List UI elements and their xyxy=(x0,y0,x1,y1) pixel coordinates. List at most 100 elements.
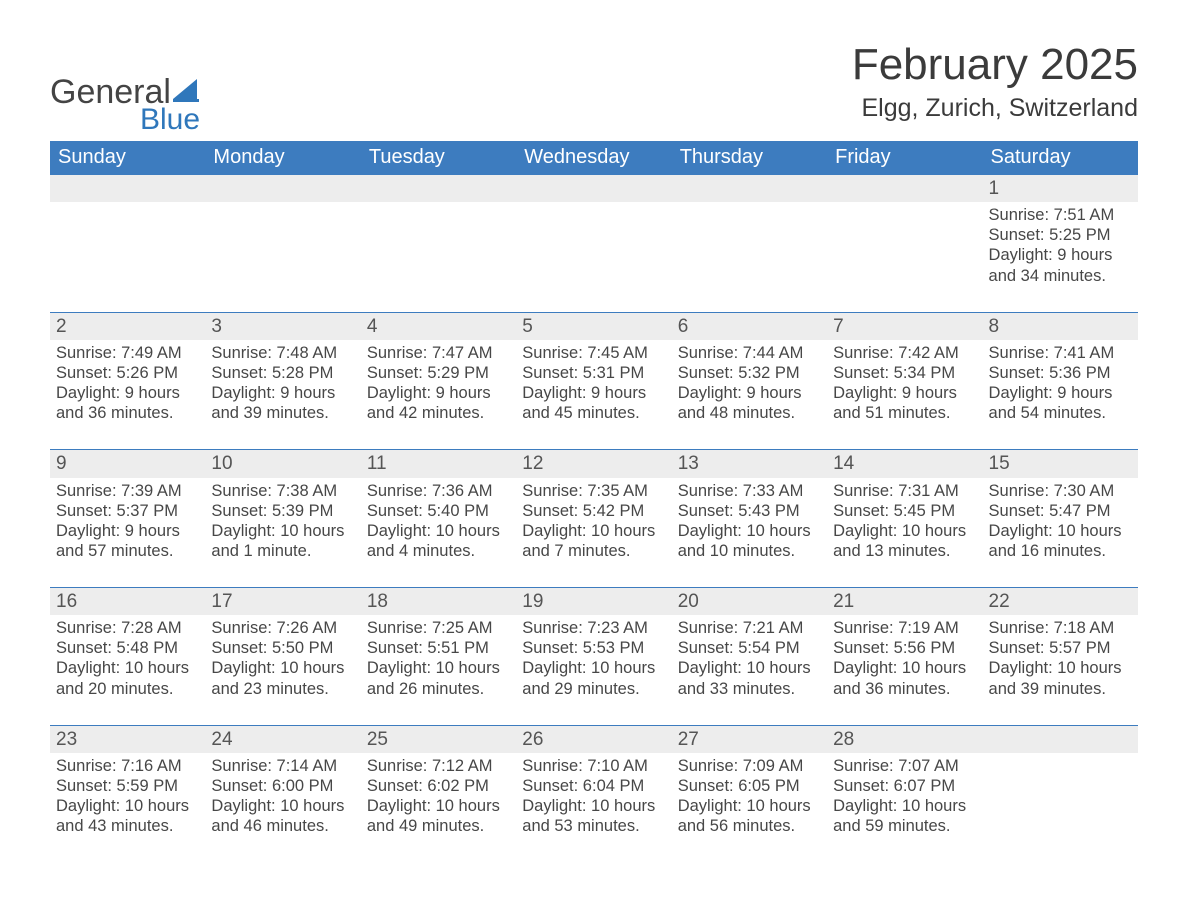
day-body xyxy=(516,202,671,205)
day-body: Sunrise: 7:48 AMSunset: 5:28 PMDaylight:… xyxy=(205,340,360,424)
day-number: 3 xyxy=(205,313,360,340)
day-body: Sunrise: 7:39 AMSunset: 5:37 PMDaylight:… xyxy=(50,478,205,562)
weekday-label: Sunday xyxy=(50,141,205,175)
weekday-label: Monday xyxy=(205,141,360,175)
sunset-text: Sunset: 5:57 PM xyxy=(989,638,1132,658)
daylight-text: Daylight: 10 hours and 46 minutes. xyxy=(211,796,354,836)
day-number: 26 xyxy=(516,726,671,753)
sunset-text: Sunset: 5:50 PM xyxy=(211,638,354,658)
calendar-day xyxy=(827,175,982,312)
day-number xyxy=(672,175,827,202)
day-number xyxy=(516,175,671,202)
sunrise-text: Sunrise: 7:26 AM xyxy=(211,618,354,638)
sunset-text: Sunset: 6:04 PM xyxy=(522,776,665,796)
calendar-day: 3Sunrise: 7:48 AMSunset: 5:28 PMDaylight… xyxy=(205,313,360,450)
sunrise-text: Sunrise: 7:14 AM xyxy=(211,756,354,776)
calendar-day: 5Sunrise: 7:45 AMSunset: 5:31 PMDaylight… xyxy=(516,313,671,450)
calendar-day xyxy=(516,175,671,312)
daylight-text: Daylight: 9 hours and 39 minutes. xyxy=(211,383,354,423)
sunset-text: Sunset: 5:34 PM xyxy=(833,363,976,383)
daylight-text: Daylight: 9 hours and 36 minutes. xyxy=(56,383,199,423)
day-number: 2 xyxy=(50,313,205,340)
day-body: Sunrise: 7:21 AMSunset: 5:54 PMDaylight:… xyxy=(672,615,827,699)
day-number: 7 xyxy=(827,313,982,340)
sunrise-text: Sunrise: 7:44 AM xyxy=(678,343,821,363)
sunrise-text: Sunrise: 7:39 AM xyxy=(56,481,199,501)
sunset-text: Sunset: 6:05 PM xyxy=(678,776,821,796)
calendar-week: 2Sunrise: 7:49 AMSunset: 5:26 PMDaylight… xyxy=(50,312,1138,450)
day-number xyxy=(50,175,205,202)
calendar-day: 15Sunrise: 7:30 AMSunset: 5:47 PMDayligh… xyxy=(983,450,1138,587)
sunrise-text: Sunrise: 7:10 AM xyxy=(522,756,665,776)
calendar-day: 26Sunrise: 7:10 AMSunset: 6:04 PMDayligh… xyxy=(516,726,671,863)
sunset-text: Sunset: 5:43 PM xyxy=(678,501,821,521)
sunrise-text: Sunrise: 7:23 AM xyxy=(522,618,665,638)
calendar-week: 23Sunrise: 7:16 AMSunset: 5:59 PMDayligh… xyxy=(50,725,1138,863)
day-number: 1 xyxy=(983,175,1138,202)
logo-word-2: Blue xyxy=(140,105,203,135)
day-body xyxy=(672,202,827,205)
sunrise-text: Sunrise: 7:25 AM xyxy=(367,618,510,638)
sunrise-text: Sunrise: 7:07 AM xyxy=(833,756,976,776)
day-body: Sunrise: 7:28 AMSunset: 5:48 PMDaylight:… xyxy=(50,615,205,699)
sunrise-text: Sunrise: 7:30 AM xyxy=(989,481,1132,501)
calendar-day: 28Sunrise: 7:07 AMSunset: 6:07 PMDayligh… xyxy=(827,726,982,863)
sunset-text: Sunset: 5:26 PM xyxy=(56,363,199,383)
daylight-text: Daylight: 10 hours and 59 minutes. xyxy=(833,796,976,836)
daylight-text: Daylight: 9 hours and 54 minutes. xyxy=(989,383,1132,423)
sunrise-text: Sunrise: 7:19 AM xyxy=(833,618,976,638)
calendar-day: 2Sunrise: 7:49 AMSunset: 5:26 PMDaylight… xyxy=(50,313,205,450)
day-number: 8 xyxy=(983,313,1138,340)
header: General Blue February 2025 Elgg, Zurich,… xyxy=(50,40,1138,135)
calendar-day: 7Sunrise: 7:42 AMSunset: 5:34 PMDaylight… xyxy=(827,313,982,450)
day-body xyxy=(205,202,360,205)
calendar-day: 1Sunrise: 7:51 AMSunset: 5:25 PMDaylight… xyxy=(983,175,1138,312)
day-body: Sunrise: 7:10 AMSunset: 6:04 PMDaylight:… xyxy=(516,753,671,837)
day-body: Sunrise: 7:47 AMSunset: 5:29 PMDaylight:… xyxy=(361,340,516,424)
day-number: 19 xyxy=(516,588,671,615)
sunrise-text: Sunrise: 7:09 AM xyxy=(678,756,821,776)
daylight-text: Daylight: 9 hours and 42 minutes. xyxy=(367,383,510,423)
weekday-label: Tuesday xyxy=(361,141,516,175)
sunset-text: Sunset: 6:02 PM xyxy=(367,776,510,796)
calendar-day: 17Sunrise: 7:26 AMSunset: 5:50 PMDayligh… xyxy=(205,588,360,725)
day-body: Sunrise: 7:18 AMSunset: 5:57 PMDaylight:… xyxy=(983,615,1138,699)
sunrise-text: Sunrise: 7:36 AM xyxy=(367,481,510,501)
calendar-day: 14Sunrise: 7:31 AMSunset: 5:45 PMDayligh… xyxy=(827,450,982,587)
daylight-text: Daylight: 10 hours and 1 minute. xyxy=(211,521,354,561)
day-body: Sunrise: 7:30 AMSunset: 5:47 PMDaylight:… xyxy=(983,478,1138,562)
calendar-day: 27Sunrise: 7:09 AMSunset: 6:05 PMDayligh… xyxy=(672,726,827,863)
day-number: 13 xyxy=(672,450,827,477)
weekday-label: Wednesday xyxy=(516,141,671,175)
day-number: 21 xyxy=(827,588,982,615)
day-number xyxy=(827,175,982,202)
day-body: Sunrise: 7:25 AMSunset: 5:51 PMDaylight:… xyxy=(361,615,516,699)
sunset-text: Sunset: 5:40 PM xyxy=(367,501,510,521)
calendar-day: 16Sunrise: 7:28 AMSunset: 5:48 PMDayligh… xyxy=(50,588,205,725)
day-body: Sunrise: 7:19 AMSunset: 5:56 PMDaylight:… xyxy=(827,615,982,699)
day-body: Sunrise: 7:36 AMSunset: 5:40 PMDaylight:… xyxy=(361,478,516,562)
daylight-text: Daylight: 10 hours and 29 minutes. xyxy=(522,658,665,698)
sunrise-text: Sunrise: 7:38 AM xyxy=(211,481,354,501)
sunrise-text: Sunrise: 7:35 AM xyxy=(522,481,665,501)
calendar-day xyxy=(983,726,1138,863)
day-number: 23 xyxy=(50,726,205,753)
sunset-text: Sunset: 6:00 PM xyxy=(211,776,354,796)
sunrise-text: Sunrise: 7:21 AM xyxy=(678,618,821,638)
sunrise-text: Sunrise: 7:48 AM xyxy=(211,343,354,363)
day-body: Sunrise: 7:49 AMSunset: 5:26 PMDaylight:… xyxy=(50,340,205,424)
day-body: Sunrise: 7:45 AMSunset: 5:31 PMDaylight:… xyxy=(516,340,671,424)
day-number: 15 xyxy=(983,450,1138,477)
day-body: Sunrise: 7:16 AMSunset: 5:59 PMDaylight:… xyxy=(50,753,205,837)
daylight-text: Daylight: 10 hours and 20 minutes. xyxy=(56,658,199,698)
day-number: 27 xyxy=(672,726,827,753)
day-body xyxy=(983,753,1138,756)
daylight-text: Daylight: 10 hours and 4 minutes. xyxy=(367,521,510,561)
sunset-text: Sunset: 5:56 PM xyxy=(833,638,976,658)
calendar-day: 13Sunrise: 7:33 AMSunset: 5:43 PMDayligh… xyxy=(672,450,827,587)
daylight-text: Daylight: 10 hours and 23 minutes. xyxy=(211,658,354,698)
sunrise-text: Sunrise: 7:28 AM xyxy=(56,618,199,638)
calendar-day: 23Sunrise: 7:16 AMSunset: 5:59 PMDayligh… xyxy=(50,726,205,863)
day-number: 5 xyxy=(516,313,671,340)
day-body: Sunrise: 7:14 AMSunset: 6:00 PMDaylight:… xyxy=(205,753,360,837)
